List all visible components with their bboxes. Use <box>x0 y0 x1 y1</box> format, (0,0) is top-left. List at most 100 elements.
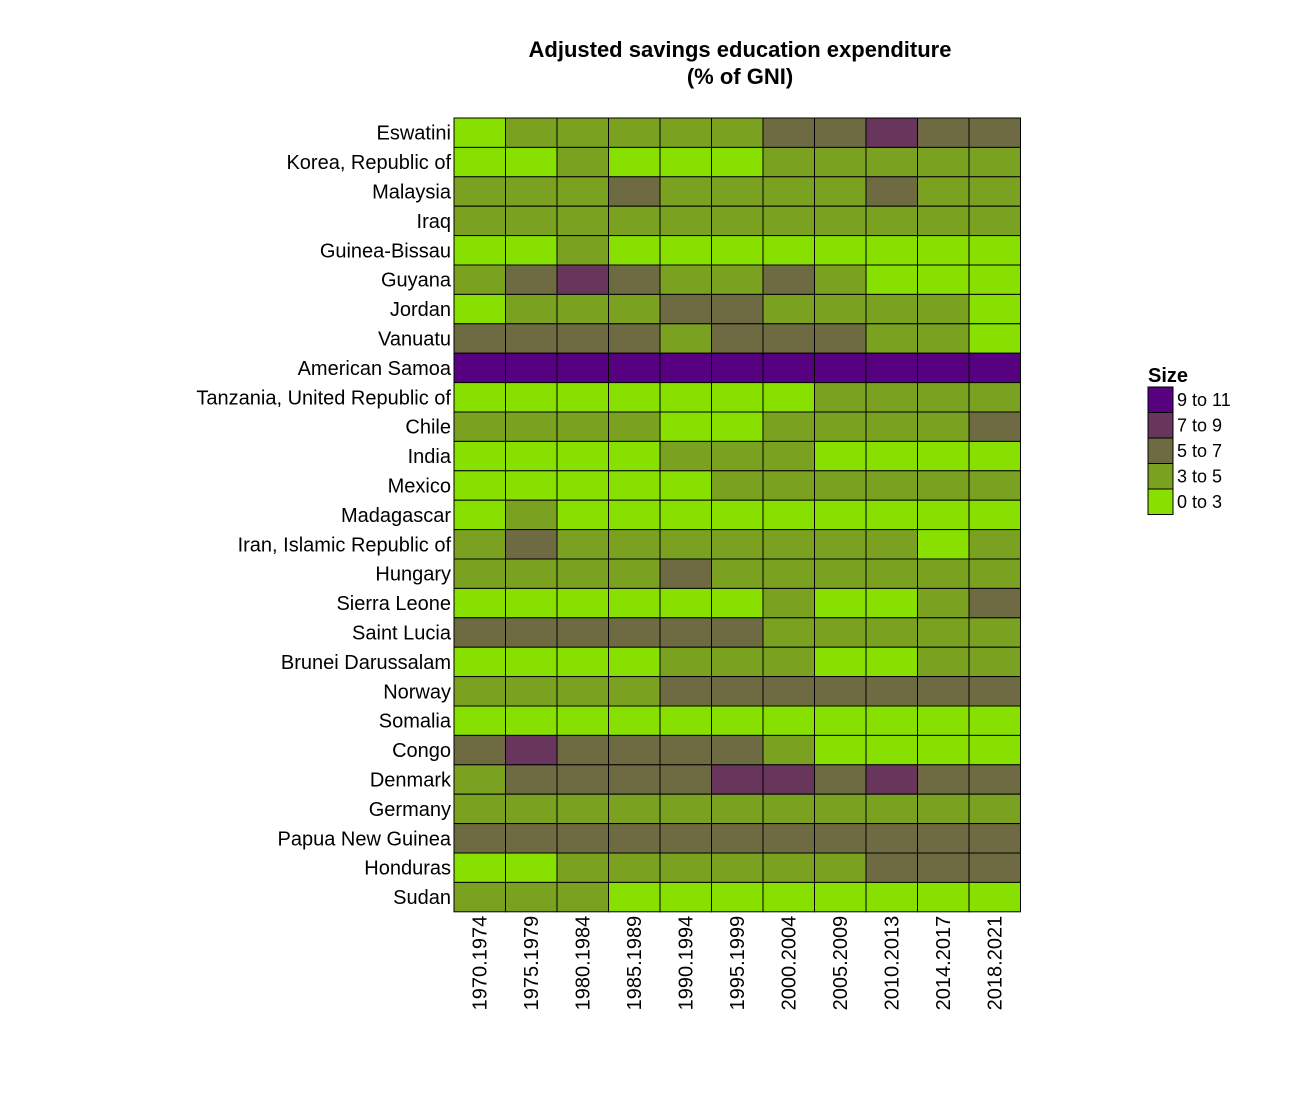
heatmap-cell <box>608 235 661 266</box>
heatmap-cell <box>659 676 712 707</box>
heatmap-cell <box>762 499 815 531</box>
heatmap-cell <box>659 558 712 589</box>
heatmap-cell <box>917 764 970 795</box>
heatmap-cell <box>659 705 712 736</box>
row-label: Denmark <box>370 770 452 792</box>
legend-swatch <box>1147 437 1174 464</box>
heatmap-cell <box>505 235 558 266</box>
heatmap-cell <box>762 823 815 854</box>
heatmap-cell <box>762 734 815 766</box>
heatmap-cell <box>814 823 867 854</box>
heatmap-cell <box>917 705 970 736</box>
heatmap-cell <box>556 352 609 384</box>
heatmap-cell <box>505 440 558 472</box>
heatmap-cell <box>556 529 609 560</box>
heatmap-cell <box>917 293 970 325</box>
heatmap-cell <box>453 323 506 354</box>
heatmap-cell <box>608 411 661 442</box>
heatmap-cell <box>711 705 764 736</box>
row-label: Saint Lucia <box>352 623 452 645</box>
heatmap-cell <box>814 323 867 354</box>
row-label: Papua New Guinea <box>278 828 452 850</box>
heatmap-cell <box>608 676 661 707</box>
heatmap-cell <box>659 264 712 295</box>
heatmap-cell <box>814 470 867 501</box>
legend-label: 0 to 3 <box>1177 492 1222 512</box>
heatmap-cell <box>968 823 1021 854</box>
heatmap-cell <box>762 382 815 413</box>
heatmap-cell <box>762 646 815 678</box>
column-label: 1990.1994 <box>676 916 698 1011</box>
heatmap-cell <box>814 734 867 766</box>
heatmap-cell <box>505 646 558 678</box>
heatmap-cell <box>505 705 558 736</box>
legend-swatch <box>1147 386 1174 413</box>
heatmap-cell <box>762 323 815 354</box>
heatmap-cell <box>968 676 1021 707</box>
heatmap-cell <box>453 558 506 589</box>
heatmap-cell <box>917 499 970 531</box>
heatmap-cell <box>659 852 712 883</box>
heatmap-cell <box>711 382 764 413</box>
heatmap-cell <box>968 323 1021 354</box>
heatmap-cell <box>968 587 1021 619</box>
heatmap-cell <box>762 764 815 795</box>
heatmap-cell <box>865 646 918 678</box>
heatmap-cell <box>608 470 661 501</box>
heatmap-cell <box>659 352 712 384</box>
heatmap-cell <box>659 764 712 795</box>
heatmap-cell <box>659 146 712 178</box>
row-label: Brunei Darussalam <box>281 652 451 674</box>
heatmap-cell <box>917 235 970 266</box>
heatmap-cell <box>814 235 867 266</box>
heatmap-cell <box>968 411 1021 442</box>
heatmap-cell <box>917 793 970 825</box>
heatmap-cell <box>659 646 712 678</box>
heatmap-cell <box>814 352 867 384</box>
heatmap-cell <box>608 323 661 354</box>
legend-title: Size <box>1148 365 1188 387</box>
row-label: Hungary <box>375 564 451 586</box>
heatmap-cell <box>814 587 867 619</box>
heatmap-cell <box>762 676 815 707</box>
heatmap-cell <box>608 440 661 472</box>
heatmap-cell <box>865 823 918 854</box>
heatmap-cell <box>711 235 764 266</box>
row-label: Guyana <box>381 270 452 292</box>
heatmap-cell <box>453 823 506 854</box>
heatmap-cell <box>968 881 1021 913</box>
heatmap-cell <box>453 529 506 560</box>
heatmap-cell <box>762 146 815 178</box>
heatmap-cell <box>814 499 867 531</box>
row-label: Iraq <box>417 211 451 233</box>
heatmap-cell <box>659 823 712 854</box>
heatmap-cell <box>608 264 661 295</box>
heatmap-cell <box>968 764 1021 795</box>
heatmap-cell <box>505 881 558 913</box>
heatmap-cell <box>556 411 609 442</box>
heatmap-cell <box>608 146 661 178</box>
heatmap-cell <box>453 852 506 883</box>
heatmap-cell <box>814 617 867 648</box>
heatmap-cell <box>968 440 1021 472</box>
heatmap-cell <box>968 646 1021 678</box>
heatmap-cell <box>505 617 558 648</box>
heatmap-cell <box>865 382 918 413</box>
heatmap-cell <box>608 117 661 148</box>
legend-label: 5 to 7 <box>1177 441 1222 461</box>
heatmap-cell <box>453 440 506 472</box>
heatmap-cell <box>711 823 764 854</box>
heatmap-cell <box>917 617 970 648</box>
heatmap-cell <box>711 205 764 237</box>
heatmap-cell <box>711 734 764 766</box>
heatmap-cell <box>659 440 712 472</box>
row-label: Malaysia <box>372 182 452 204</box>
legend-label: 9 to 11 <box>1177 390 1231 410</box>
heatmap-cell <box>556 587 609 619</box>
heatmap-cell <box>608 705 661 736</box>
heatmap-cell <box>711 176 764 207</box>
heatmap-cell <box>968 293 1021 325</box>
heatmap-cell <box>814 440 867 472</box>
heatmap-cell <box>659 470 712 501</box>
chart-title-line-2: (% of GNI) <box>687 64 793 89</box>
